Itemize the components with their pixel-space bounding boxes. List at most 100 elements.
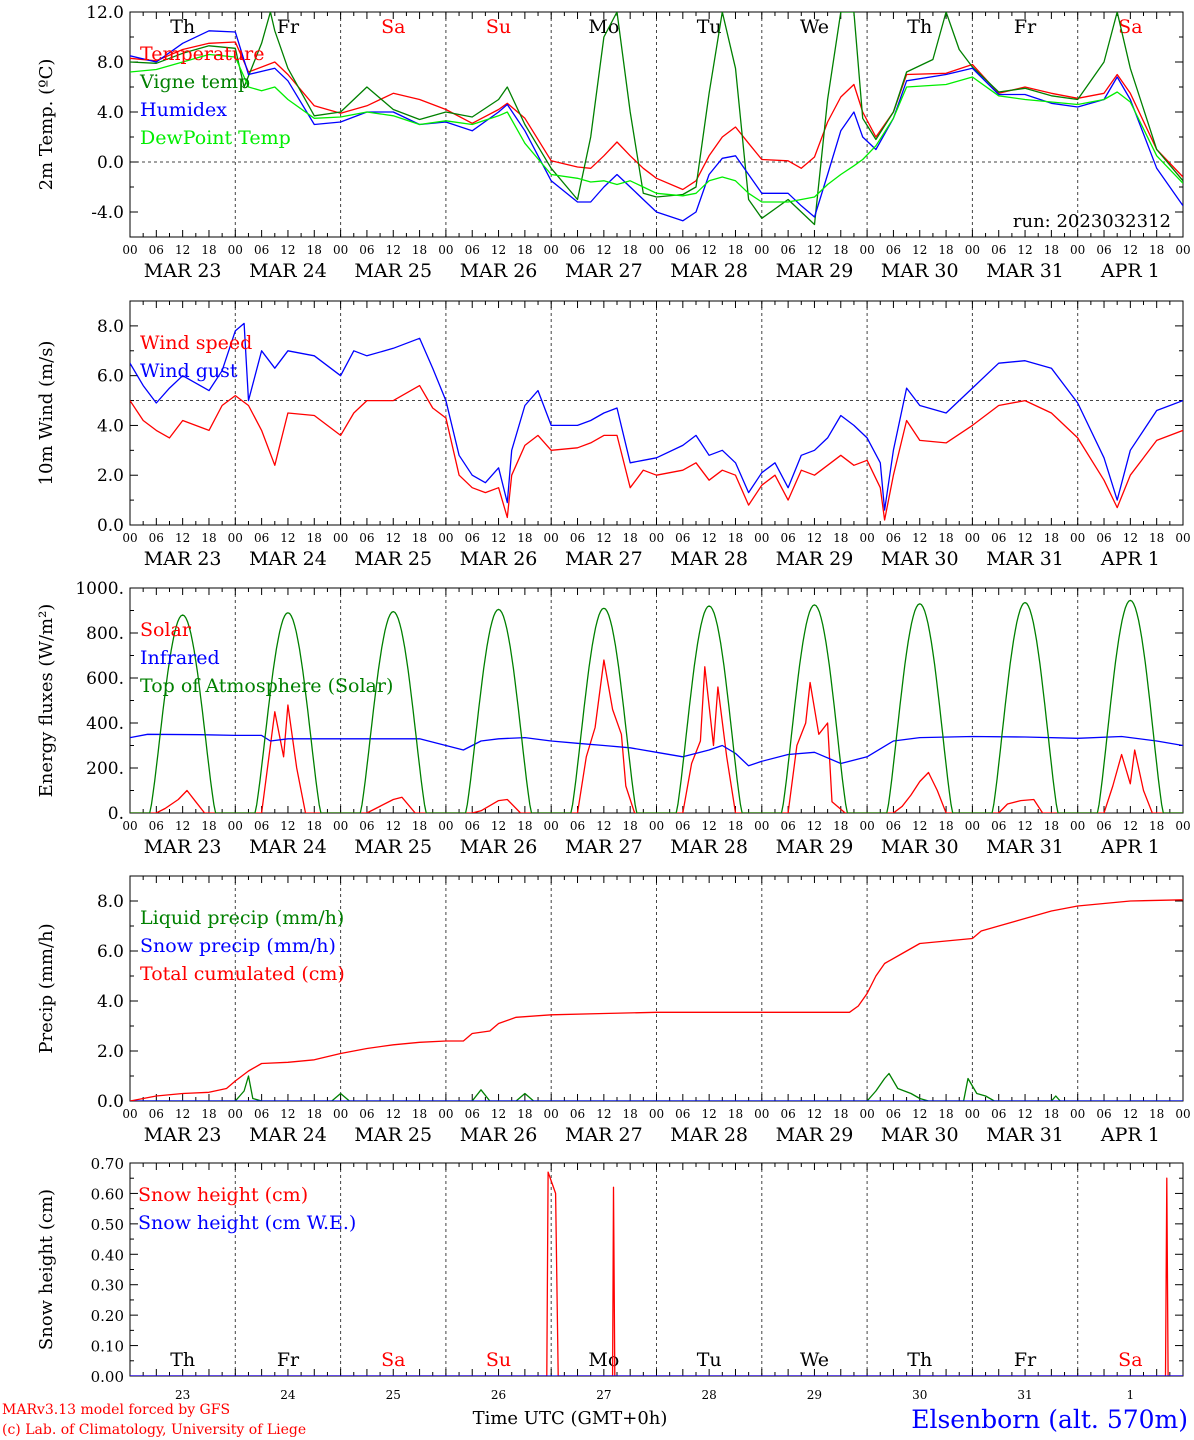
hour-tick-label: 00	[754, 243, 769, 257]
date-label: MAR 23	[144, 260, 222, 282]
hour-tick-label: 06	[780, 1107, 795, 1121]
hour-tick-label: 12	[912, 819, 927, 833]
hour-tick-label: 18	[1149, 243, 1164, 257]
panel-frame	[129, 587, 1184, 814]
hour-tick-label: 00	[965, 819, 980, 833]
date-label: MAR 25	[354, 548, 432, 570]
date-label: APR 1	[1100, 1124, 1160, 1146]
hour-tick-label: 00	[333, 243, 348, 257]
date-label: MAR 28	[670, 260, 748, 282]
day-number-label: 26	[491, 1388, 506, 1402]
series-group	[130, 1171, 1183, 1376]
day-number-label: 29	[807, 1388, 822, 1402]
date-label: APR 1	[1100, 548, 1160, 570]
hour-tick-label: 18	[938, 531, 953, 545]
hour-tick-label: 00	[438, 819, 453, 833]
y-tick-label: 12.0	[86, 3, 124, 23]
series-line	[130, 659, 1183, 813]
date-label: MAR 30	[881, 836, 959, 858]
hour-tick-label: 06	[149, 243, 164, 257]
y-tick-label: 4.0	[97, 992, 124, 1012]
weekday-label: Fr	[1014, 16, 1037, 38]
hour-tick-label: 06	[886, 243, 901, 257]
weekday-label: Th	[907, 1349, 932, 1371]
y-tick-label: 0.40	[91, 1246, 124, 1264]
hour-tick-label: 00	[122, 819, 137, 833]
y-tick-label: 0.70	[91, 1155, 124, 1173]
series-line	[130, 12, 1183, 226]
hour-tick-label: 06	[780, 243, 795, 257]
legend-entry: Top of Atmosphere (Solar)	[140, 675, 393, 697]
hour-tick-label: 18	[623, 1107, 638, 1121]
weekday-label: We	[800, 16, 829, 38]
weekday-label: Mo	[588, 16, 619, 38]
legend-entry: Temperature	[140, 43, 264, 65]
hour-tick-label: 12	[807, 819, 822, 833]
hour-tick-label: 00	[122, 243, 137, 257]
hour-tick-label: 18	[1044, 531, 1059, 545]
date-label: MAR 28	[670, 1124, 748, 1146]
date-label: MAR 26	[460, 1124, 538, 1146]
hour-tick-label: 18	[201, 531, 216, 545]
weekday-label: Tu	[697, 1349, 722, 1371]
weekday-label: Sa	[381, 16, 405, 38]
hour-tick-label: 12	[386, 1107, 401, 1121]
hour-tick-label: 06	[465, 243, 480, 257]
hour-tick-label: 00	[649, 819, 664, 833]
weekday-label: Th	[170, 1349, 195, 1371]
hour-tick-label: 12	[1017, 819, 1032, 833]
hour-tick-label: 00	[859, 531, 874, 545]
hour-tick-label: 18	[412, 531, 427, 545]
hour-tick-label: 18	[1149, 819, 1164, 833]
weekday-label: Fr	[277, 16, 300, 38]
hour-tick-label: 06	[254, 243, 269, 257]
hour-tick-label: 00	[228, 243, 243, 257]
y-tick-label: 8.0	[97, 892, 124, 912]
weekday-label: Fr	[1014, 1349, 1037, 1371]
hour-tick-label: 00	[1175, 531, 1190, 545]
legend-entry: Solar	[140, 619, 192, 641]
weekday-label: Th	[907, 16, 932, 38]
hour-tick-label: 00	[1070, 243, 1085, 257]
hour-tick-label: 06	[675, 531, 690, 545]
hour-tick-label: 12	[1017, 243, 1032, 257]
hour-tick-label: 06	[254, 819, 269, 833]
y-axis-label: Energy fluxes (W/m²)	[36, 604, 57, 798]
hour-tick-label: 18	[728, 531, 743, 545]
hour-tick-label: 06	[359, 819, 374, 833]
date-label: MAR 25	[354, 1124, 432, 1146]
hour-tick-label: 12	[1017, 531, 1032, 545]
date-label: MAR 29	[776, 836, 854, 858]
series-group	[130, 899, 1183, 1101]
hour-tick-label: 00	[649, 531, 664, 545]
hour-tick-label: 12	[386, 531, 401, 545]
run-label: run: 2023032312	[1013, 211, 1171, 232]
date-label: MAR 31	[986, 260, 1064, 282]
hour-tick-label: 12	[280, 243, 295, 257]
day-number-label: 24	[280, 1388, 296, 1402]
y-tick-label: -4.0	[91, 203, 124, 223]
series-line	[130, 53, 1183, 203]
y-axis-label: Snow height (cm)	[36, 1189, 57, 1350]
y-tick-label: 4.0	[97, 103, 124, 123]
hour-tick-label: 06	[675, 1107, 690, 1121]
y-tick-label: 0.50	[91, 1216, 124, 1234]
legend-entry: Wind gust	[140, 360, 238, 382]
hour-tick-label: 00	[1175, 819, 1190, 833]
hour-tick-label: 12	[1123, 1107, 1138, 1121]
hour-tick-label: 18	[728, 819, 743, 833]
weekday-label: Sa	[1118, 16, 1142, 38]
series-group	[130, 12, 1183, 226]
date-label: MAR 25	[354, 836, 432, 858]
hour-tick-label: 12	[1123, 531, 1138, 545]
hour-tick-label: 12	[491, 819, 506, 833]
hour-tick-label: 18	[938, 243, 953, 257]
hour-tick-label: 06	[570, 819, 585, 833]
hour-tick-label: 06	[254, 531, 269, 545]
y-tick-label: 0.60	[91, 1185, 124, 1203]
hour-tick-label: 00	[754, 531, 769, 545]
hour-tick-label: 12	[596, 1107, 611, 1121]
series-group	[130, 599, 1183, 813]
y-tick-label: 600.	[86, 669, 124, 689]
